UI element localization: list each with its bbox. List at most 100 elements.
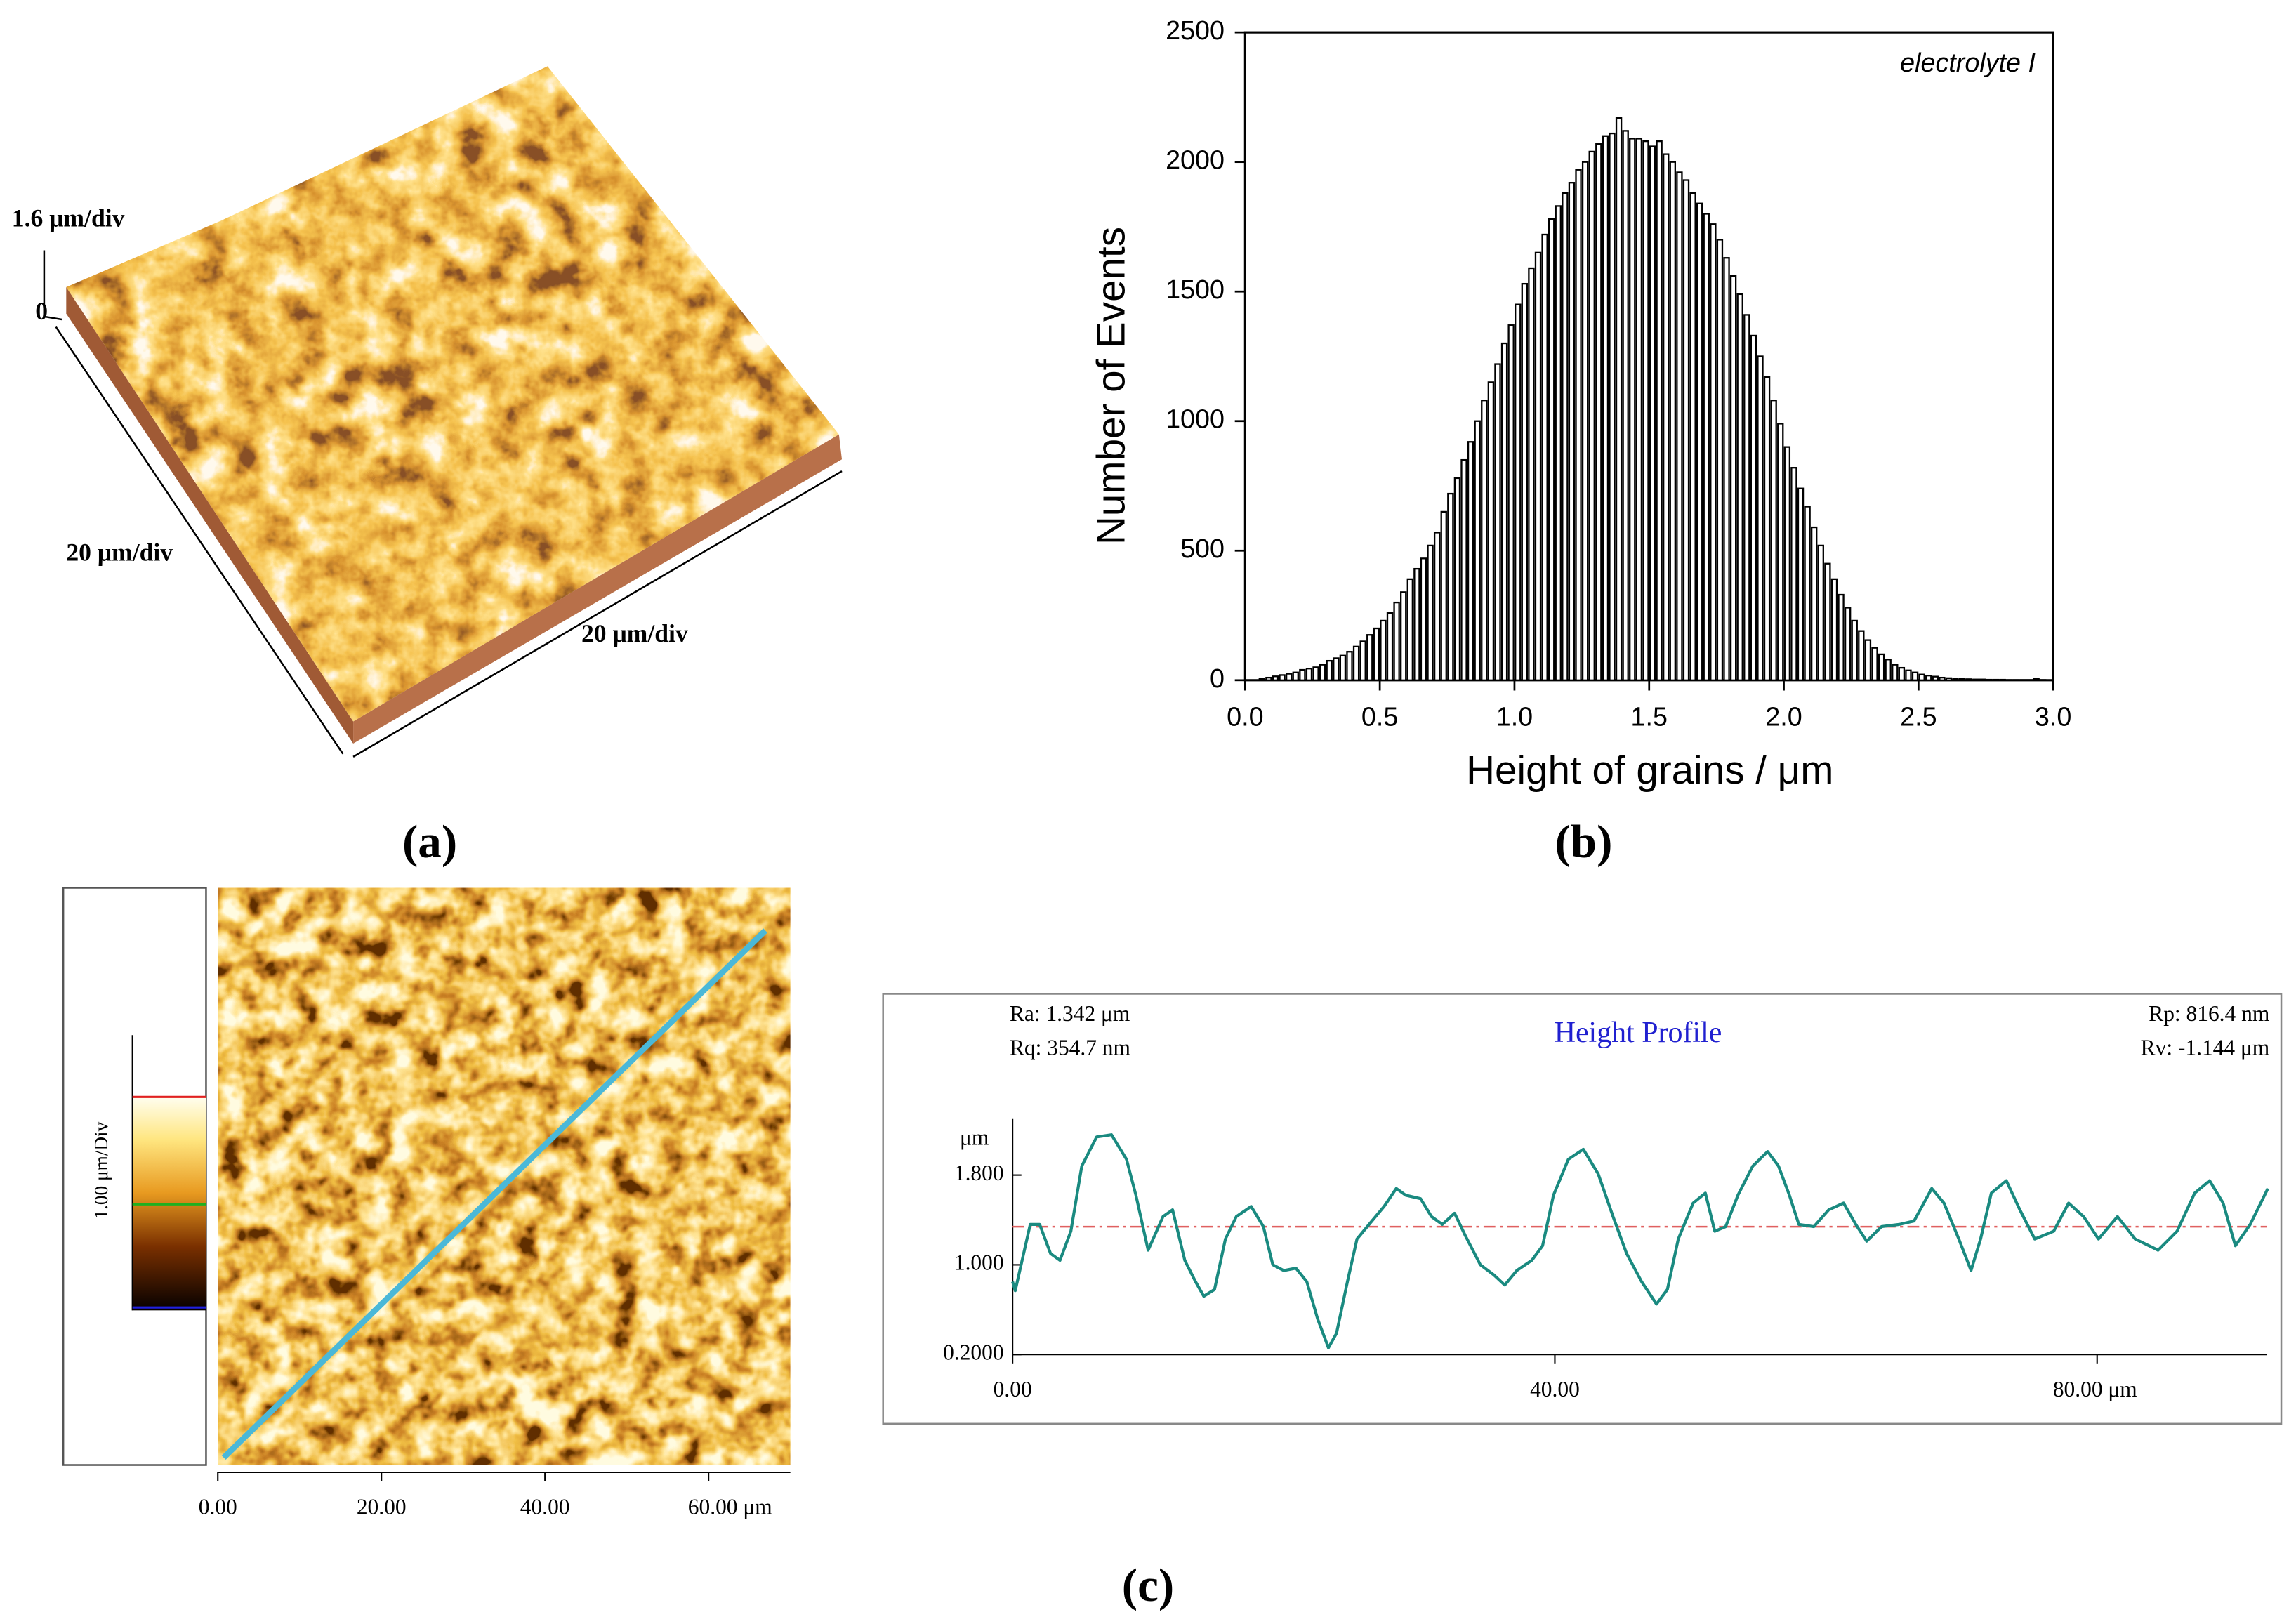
bar — [1824, 562, 1831, 681]
bar — [1898, 666, 1906, 681]
bar — [1333, 657, 1340, 681]
bar — [1474, 420, 1481, 681]
bar — [1326, 659, 1333, 681]
bar — [1534, 251, 1542, 681]
bar — [1783, 446, 1791, 681]
y-tick-label: 2000 — [1166, 145, 1225, 175]
bar — [1346, 651, 1353, 681]
y-tick-label: 1.800 — [954, 1161, 1004, 1185]
panel-label: (a) — [402, 815, 457, 868]
bar — [1952, 678, 1959, 681]
bar — [1729, 275, 1737, 681]
profile-line — [1011, 1133, 2269, 1349]
y-tick-label: 500 — [1180, 534, 1225, 563]
side-face — [353, 434, 843, 744]
bar — [1258, 678, 1266, 681]
y-axis-unit: μm — [960, 1125, 989, 1149]
bar — [2033, 678, 2040, 681]
x-tick-label: 40.00 — [1530, 1377, 1580, 1401]
stat-label: Rq: 354.7 nm — [1010, 1035, 1130, 1059]
bar — [1562, 192, 1569, 681]
bar — [1945, 677, 1953, 681]
bar — [1609, 132, 1616, 681]
bar — [1830, 578, 1838, 681]
bar — [1757, 355, 1764, 681]
bar — [1750, 334, 1757, 681]
z-axis — [43, 250, 62, 321]
x-tick-label: 0.5 — [1361, 701, 1398, 731]
bar — [1515, 303, 1522, 681]
colorbar-label: 1.00 μm/Div — [91, 1121, 112, 1219]
bar — [1500, 342, 1508, 681]
bar — [1790, 467, 1797, 681]
profile-frame — [882, 993, 2283, 1425]
y-tick-label: 2500 — [1166, 15, 1225, 45]
bar — [1716, 239, 1724, 681]
bar — [1588, 150, 1595, 681]
bar — [1406, 578, 1413, 681]
surface — [66, 66, 839, 722]
bar — [1420, 557, 1427, 681]
y-axis-title: Number of Events — [1089, 227, 1133, 545]
bar — [1885, 659, 1892, 681]
bar — [1797, 487, 1805, 681]
bar — [1642, 140, 1649, 681]
bar — [1925, 675, 1932, 681]
bar — [1373, 627, 1380, 681]
bar — [1400, 591, 1407, 681]
x-tick-label: 80.00 μm — [2053, 1377, 2137, 1401]
bar — [1676, 171, 1683, 681]
bar — [1723, 257, 1730, 681]
bar — [1703, 213, 1710, 681]
bar — [1433, 532, 1441, 681]
bar — [1555, 205, 1562, 681]
y-tick-label: 0 — [1210, 664, 1225, 693]
bar — [1804, 506, 1811, 681]
bar — [1339, 654, 1347, 681]
afm-2d-panel — [62, 887, 791, 1474]
bar — [1918, 673, 1925, 681]
bar — [1770, 400, 1777, 681]
bar — [1878, 653, 1885, 681]
bar — [1386, 612, 1394, 681]
bar — [1682, 179, 1690, 681]
x-tick-label: 40.00 — [520, 1495, 570, 1519]
bar — [1669, 161, 1676, 681]
x-tick-label: 0.00 — [994, 1377, 1032, 1401]
x-axis-title: Height of grains / μm — [1466, 748, 1833, 792]
chart-title: Height Profile — [1555, 1017, 1722, 1049]
x-tick-label: 2.5 — [1900, 701, 1937, 731]
bar — [1838, 593, 1845, 681]
bar — [1279, 674, 1286, 681]
bar — [1359, 640, 1366, 681]
bar — [1413, 567, 1420, 681]
bar — [1858, 630, 1865, 681]
axis-line — [352, 470, 843, 758]
y-tick-label: 1000 — [1166, 404, 1225, 434]
bar — [1958, 678, 1966, 681]
panel-label: (b) — [1555, 815, 1612, 868]
bar — [1710, 223, 1717, 681]
plot-frame — [1243, 31, 2054, 682]
x-tick-label: 60.00 μm — [688, 1495, 772, 1519]
bar — [1460, 458, 1467, 681]
bar — [1305, 668, 1313, 681]
bar — [1932, 675, 1939, 681]
axis-line — [55, 326, 344, 755]
x-tick-label: 20.00 — [357, 1495, 407, 1519]
bar — [1965, 678, 1972, 681]
y-tick-label: 1.000 — [954, 1250, 1004, 1275]
y-tick-label: 1500 — [1166, 275, 1225, 304]
axis-label: 20 μm/div — [581, 619, 688, 647]
bar — [1292, 671, 1299, 681]
x-tick-label: 2.0 — [1765, 701, 1802, 731]
bar — [1528, 267, 1535, 681]
bar — [1763, 376, 1771, 681]
bar — [1521, 282, 1529, 681]
bar — [1494, 363, 1501, 681]
stat-label: Rv: -1.144 μm — [2141, 1035, 2270, 1059]
bar — [1319, 664, 1326, 681]
bar — [1851, 619, 1858, 681]
bar — [1453, 477, 1461, 681]
bar — [1285, 673, 1293, 681]
